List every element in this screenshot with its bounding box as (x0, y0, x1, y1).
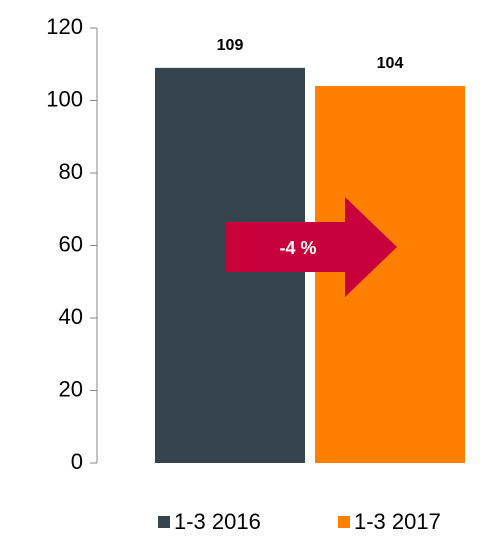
change-arrow (225, 197, 397, 297)
legend-label: 1-3 2017 (354, 509, 441, 534)
change-label: -4 % (279, 238, 316, 258)
y-tick-label: 20 (59, 376, 83, 401)
legend-label: 1-3 2016 (174, 509, 261, 534)
y-tick-label: 40 (59, 304, 83, 329)
y-tick-label: 120 (46, 14, 83, 39)
y-tick-label: 0 (71, 449, 83, 474)
value-label: 109 (217, 37, 244, 54)
y-tick-label: 80 (59, 159, 83, 184)
y-tick-label: 100 (46, 86, 83, 111)
legend-swatch (158, 516, 170, 528)
legend-swatch (338, 516, 350, 528)
y-tick-label: 60 (59, 231, 83, 256)
bar (315, 86, 465, 463)
value-label: 104 (377, 55, 404, 72)
